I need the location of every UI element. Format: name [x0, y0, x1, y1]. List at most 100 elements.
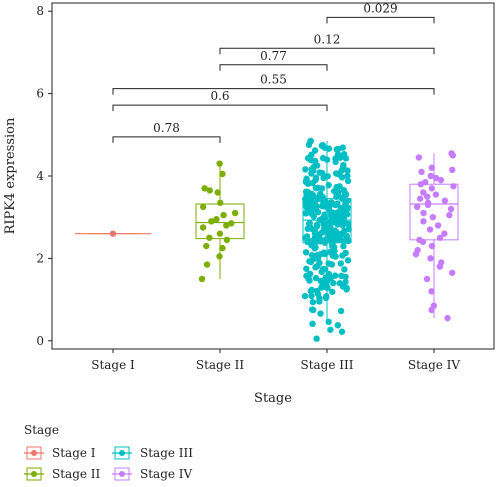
- data-point: [317, 310, 324, 317]
- data-point: [341, 266, 348, 273]
- data-point: [333, 183, 340, 191]
- data-point: [303, 195, 310, 202]
- data-point: [337, 307, 345, 315]
- legend-label: Stage IV: [140, 467, 193, 481]
- data-point: [344, 172, 351, 180]
- data-point: [223, 236, 231, 244]
- data-point: [319, 141, 326, 149]
- data-point: [337, 260, 345, 267]
- data-point: [428, 185, 436, 192]
- data-point: [338, 195, 345, 202]
- data-point: [302, 166, 309, 173]
- data-point: [312, 264, 319, 271]
- y-tick-label: 8: [36, 4, 44, 18]
- data-point: [313, 335, 320, 342]
- data-point: [219, 244, 226, 252]
- data-point: [216, 253, 223, 260]
- y-tick-label: 0: [36, 334, 44, 348]
- comparison-bracket: [112, 104, 328, 112]
- data-point: [303, 265, 310, 272]
- legend-label: Stage I: [52, 446, 96, 460]
- data-point: [427, 172, 434, 180]
- data-point: [344, 167, 351, 174]
- data-point: [436, 234, 444, 241]
- x-tick-label: Stage I: [91, 358, 135, 372]
- data-point: [301, 292, 309, 300]
- data-point: [306, 223, 314, 231]
- data-point: [444, 314, 451, 322]
- data-point: [336, 230, 343, 238]
- data-point: [340, 216, 348, 223]
- p-value-label: 0.12: [314, 32, 341, 46]
- data-point: [345, 226, 352, 233]
- comparison-bracket: [219, 64, 328, 71]
- comparison-bracket: [112, 136, 221, 143]
- comparison-bracket: [326, 16, 435, 24]
- data-point: [437, 176, 445, 184]
- data-point: [318, 284, 325, 291]
- data-point: [441, 230, 448, 237]
- data-point: [311, 200, 318, 208]
- data-point: [217, 199, 224, 206]
- data-point: [307, 156, 315, 164]
- data-point: [332, 158, 339, 166]
- p-value-label: 0.029: [363, 1, 397, 15]
- data-point: [214, 189, 221, 196]
- legend-key-box: [26, 467, 42, 481]
- data-point: [449, 152, 456, 159]
- data-point: [220, 211, 227, 219]
- data-point: [342, 273, 349, 280]
- legend-key-box: [114, 446, 130, 460]
- data-point: [338, 174, 346, 181]
- data-point: [308, 286, 315, 294]
- data-point: [340, 150, 348, 158]
- p-value-label: 0.77: [260, 49, 287, 63]
- data-point: [344, 197, 351, 204]
- data-point: [428, 306, 435, 314]
- data-point: [325, 318, 332, 326]
- data-point: [309, 298, 317, 306]
- data-point: [314, 184, 322, 192]
- data-point: [334, 322, 342, 329]
- data-point: [306, 277, 313, 284]
- data-point: [319, 154, 327, 162]
- y-tick-label: 2: [36, 251, 44, 265]
- data-point: [306, 270, 314, 278]
- data-point: [429, 213, 437, 221]
- data-point: [334, 200, 341, 207]
- data-point: [302, 249, 310, 256]
- data-point: [109, 230, 117, 237]
- data-point: [302, 234, 309, 242]
- data-point: [330, 279, 337, 287]
- data-point: [344, 237, 352, 245]
- data-point: [428, 288, 435, 295]
- x-tick-label: Stage II: [196, 358, 245, 372]
- comparison-bracket: [112, 88, 435, 95]
- data-point: [450, 183, 457, 190]
- y-tick-label: 4: [36, 169, 44, 183]
- data-point: [216, 230, 224, 237]
- data-point: [426, 226, 434, 233]
- legend-key-box: [26, 446, 42, 460]
- p-value-label: 0.78: [153, 121, 180, 135]
- data-point: [339, 283, 347, 290]
- data-point: [420, 209, 427, 217]
- data-point: [309, 239, 316, 246]
- data-point: [328, 199, 335, 206]
- legend-key-dot: [31, 471, 37, 477]
- data-point: [417, 181, 425, 188]
- data-point: [317, 251, 324, 258]
- data-point: [219, 170, 226, 178]
- data-point: [423, 275, 431, 283]
- p-value-label: 0.6: [210, 89, 229, 103]
- data-point: [338, 328, 346, 335]
- data-point: [324, 173, 331, 180]
- legend-key-dot: [31, 450, 37, 456]
- x-axis-title: Stage: [254, 391, 292, 406]
- data-point: [434, 222, 442, 229]
- data-point: [203, 242, 210, 250]
- data-point: [308, 210, 316, 218]
- data-point: [228, 220, 235, 227]
- data-point: [420, 218, 427, 225]
- data-point: [335, 211, 343, 219]
